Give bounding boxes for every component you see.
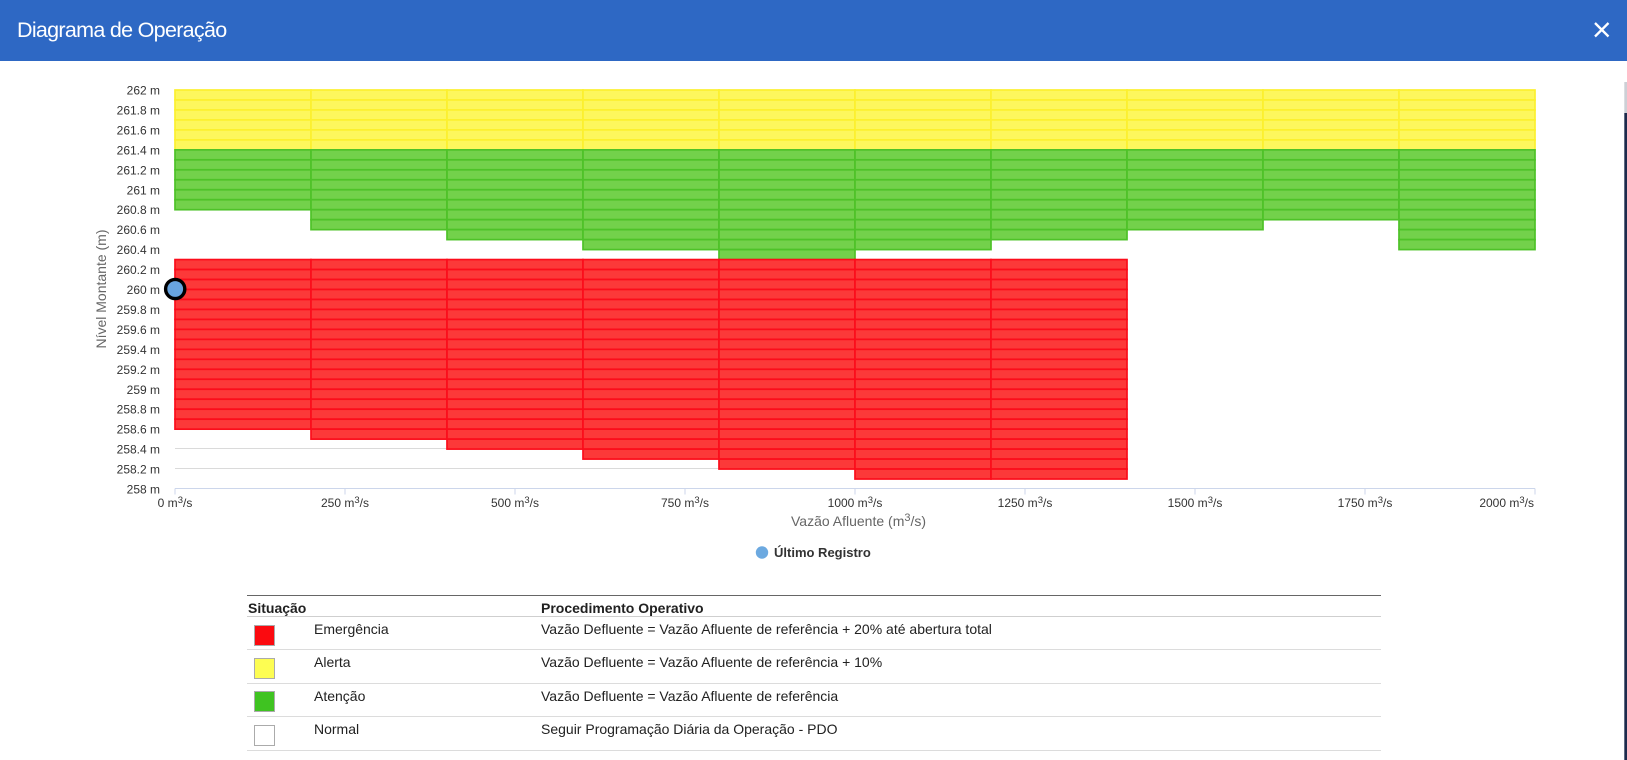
svg-text:260.6 m: 260.6 m: [117, 223, 160, 237]
svg-text:1500 m3/s: 1500 m3/s: [1168, 495, 1223, 510]
svg-text:2000 m3/s: 2000 m3/s: [1479, 495, 1534, 510]
svg-text:259 m: 259 m: [127, 383, 160, 397]
svg-text:261 m: 261 m: [127, 183, 160, 197]
svg-text:259.8 m: 259.8 m: [117, 303, 160, 317]
svg-text:250 m3/s: 250 m3/s: [321, 495, 369, 510]
svg-text:258 m: 258 m: [127, 483, 160, 497]
svg-text:260.8 m: 260.8 m: [117, 203, 160, 217]
svg-text:261.2 m: 261.2 m: [117, 163, 160, 177]
svg-text:1750 m3/s: 1750 m3/s: [1338, 495, 1393, 510]
svg-text:Nível Montante (m): Nível Montante (m): [93, 229, 109, 348]
svg-text:750 m3/s: 750 m3/s: [661, 495, 709, 510]
svg-text:1250 m3/s: 1250 m3/s: [998, 495, 1053, 510]
svg-text:500 m3/s: 500 m3/s: [491, 495, 539, 510]
svg-text:258.2 m: 258.2 m: [117, 463, 160, 477]
svg-text:260 m: 260 m: [127, 283, 160, 297]
svg-text:259.4 m: 259.4 m: [117, 343, 160, 357]
svg-text:260.4 m: 260.4 m: [117, 243, 160, 257]
svg-text:Último Registro: Último Registro: [774, 545, 871, 560]
svg-text:259.2 m: 259.2 m: [117, 363, 160, 377]
svg-text:259.6 m: 259.6 m: [117, 323, 160, 337]
svg-text:261.8 m: 261.8 m: [117, 103, 160, 117]
svg-text:258.8 m: 258.8 m: [117, 403, 160, 417]
svg-text:262 m: 262 m: [127, 84, 160, 98]
svg-text:261.6 m: 261.6 m: [117, 123, 160, 137]
svg-text:261.4 m: 261.4 m: [117, 143, 160, 157]
svg-text:Vazão Afluente (m3/s): Vazão Afluente (m3/s): [791, 512, 926, 529]
svg-text:0 m3/s: 0 m3/s: [158, 495, 193, 510]
svg-text:258.4 m: 258.4 m: [117, 443, 160, 457]
svg-text:1000 m3/s: 1000 m3/s: [828, 495, 883, 510]
svg-text:260.2 m: 260.2 m: [117, 263, 160, 277]
svg-text:258.6 m: 258.6 m: [117, 423, 160, 437]
